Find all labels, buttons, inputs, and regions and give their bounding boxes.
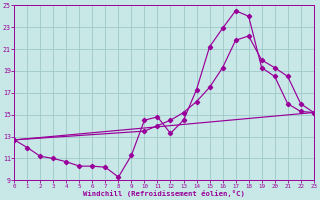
X-axis label: Windchill (Refroidissement éolien,°C): Windchill (Refroidissement éolien,°C) [83,190,245,197]
